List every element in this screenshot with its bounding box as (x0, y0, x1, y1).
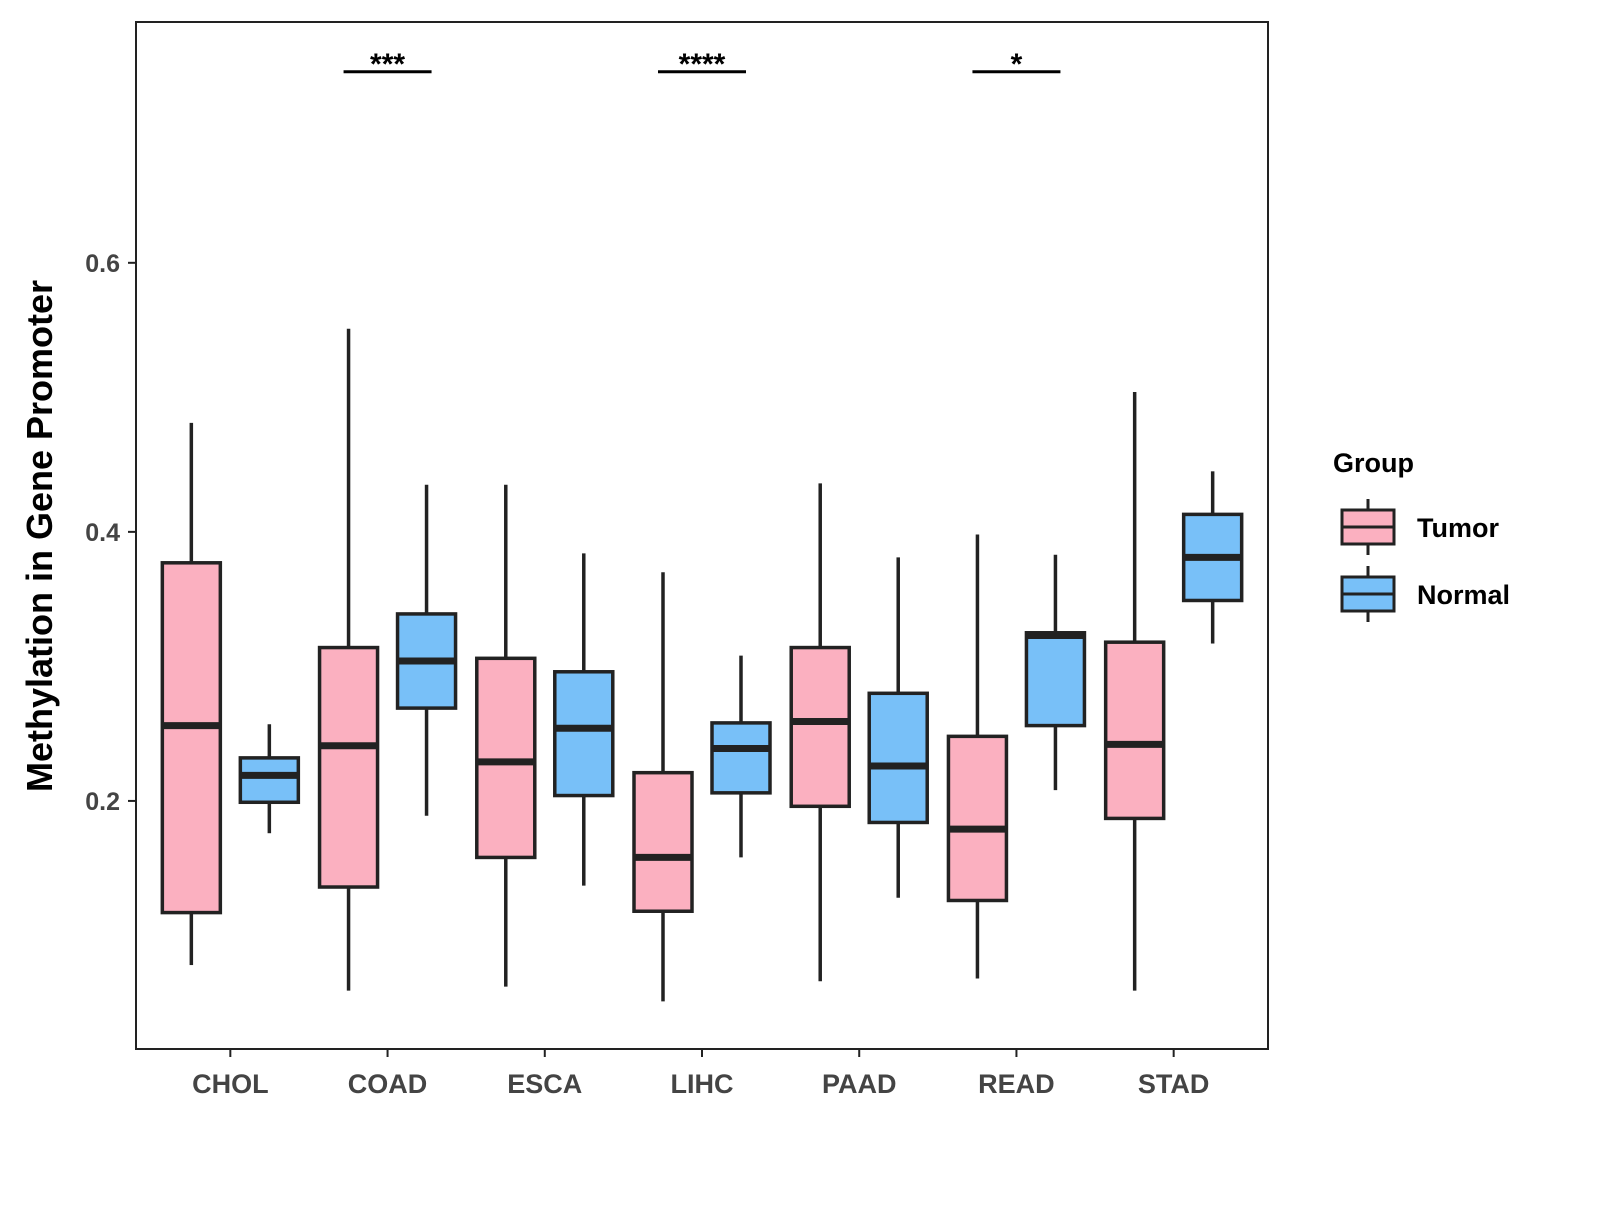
y-tick-label: 0.4 (85, 519, 120, 547)
box-tumor-lihc (632, 572, 694, 1002)
significance-label: *** (370, 48, 405, 81)
box-tumor-read (946, 534, 1009, 979)
box-normal-coad (395, 484, 458, 816)
box-tumor-chol (160, 422, 223, 966)
significance-label: **** (679, 48, 726, 81)
box-tumor-coad (317, 328, 380, 991)
box-iqr (317, 645, 380, 889)
box-normal-chol (238, 724, 301, 834)
x-tick-label: CHOL (192, 1069, 269, 1099)
x-tick-label: ESCA (507, 1069, 582, 1099)
box-iqr (946, 734, 1009, 903)
y-axis-label: Methylation in Gene Promoter (19, 280, 60, 792)
box-tumor-paad (789, 483, 851, 982)
x-tick-label: READ (978, 1069, 1055, 1099)
box-normal-read (1024, 554, 1087, 791)
significance-label: * (1011, 48, 1023, 81)
legend-label: Tumor (1417, 513, 1499, 543)
box-normal-lihc (710, 655, 772, 858)
box-iqr (867, 691, 929, 825)
y-tick-label: 0.6 (85, 250, 120, 278)
x-tick-label: STAD (1138, 1069, 1210, 1099)
box-iqr (1024, 631, 1087, 728)
box-iqr (553, 670, 615, 798)
box-iqr (160, 561, 223, 915)
plot-panel (135, 21, 1269, 1050)
legend-item-normal: Normal (1340, 566, 1510, 622)
legend-item-tumor: Tumor (1340, 499, 1499, 555)
x-tick-label: PAAD (822, 1069, 897, 1099)
box-tumor-esca (475, 484, 537, 987)
y-tick-label: 0.2 (85, 788, 120, 816)
box-iqr (475, 656, 537, 860)
box-iqr (632, 770, 694, 913)
x-tick-label: LIHC (671, 1069, 734, 1099)
x-tick-label: COAD (348, 1069, 428, 1099)
box-tumor-stad (1103, 391, 1166, 991)
box-normal-paad (867, 557, 929, 898)
box-iqr (710, 721, 772, 795)
legend-label: Normal (1417, 580, 1510, 610)
box-iqr (238, 756, 301, 805)
box-iqr (1103, 640, 1166, 821)
box-iqr (789, 645, 851, 809)
box-normal-esca (553, 553, 615, 886)
legend: Group Tumor Normal (1333, 448, 1510, 622)
legend-title: Group (1333, 448, 1414, 478)
box-normal-stad (1181, 471, 1244, 644)
